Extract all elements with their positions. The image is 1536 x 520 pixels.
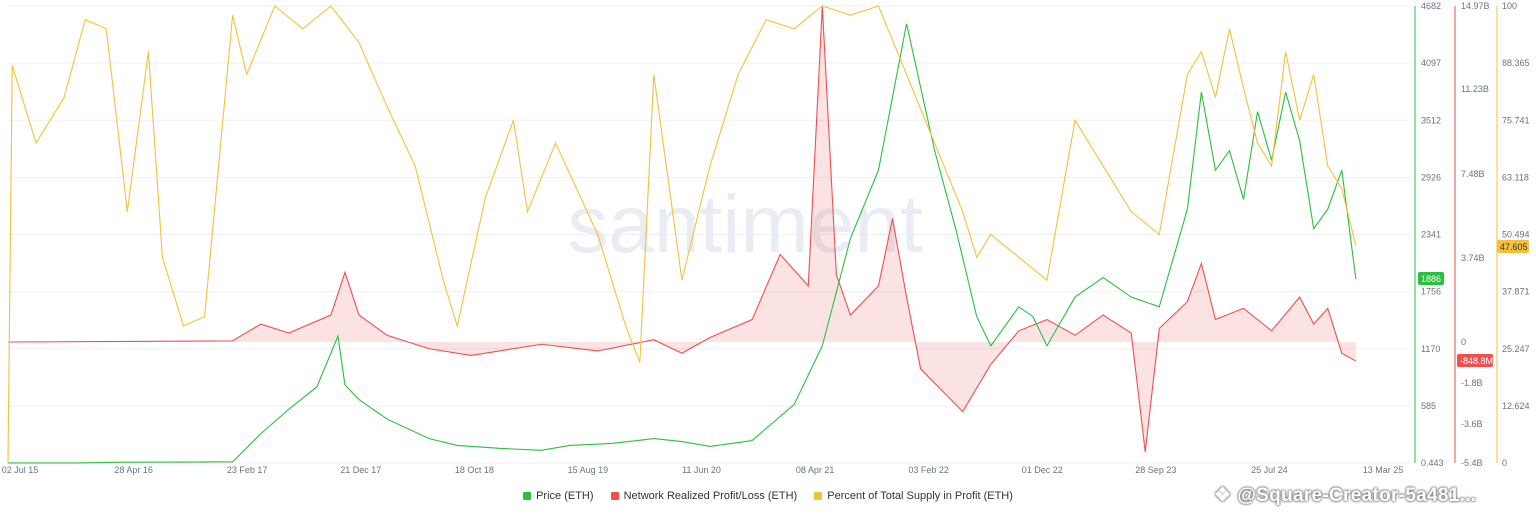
legend-swatch-pnl (610, 492, 619, 500)
profit-pct-tick-label: 75.741 (1502, 115, 1530, 125)
legend-swatch-price (523, 492, 532, 500)
x-tick-label: 03 Feb 22 (908, 465, 949, 475)
pnl-tick-label: 14.97B (1461, 1, 1490, 11)
pnl-tick-label: 0 (1461, 337, 1466, 347)
profit-pct-tick-label: 100 (1502, 1, 1517, 11)
legend-item-pnl[interactable]: Network Realized Profit/Loss (ETH) (610, 490, 798, 502)
legend-item-profit-pct[interactable]: Percent of Total Supply in Profit (ETH) (814, 490, 1013, 502)
pnl-tick-label: -3.6B (1461, 419, 1483, 429)
price-tick-label: 2926 (1421, 172, 1441, 182)
pnl-tick-label: -1.8B (1461, 378, 1483, 388)
pnl-area (8, 6, 1356, 452)
pnl-tick-label: -5.4B (1461, 458, 1483, 468)
price-tick-label: 3512 (1421, 115, 1441, 125)
x-tick-label: 21 Dec 17 (340, 465, 381, 475)
x-tick-label: 08 Apr 21 (796, 465, 835, 475)
x-tick-label: 28 Sep 23 (1135, 465, 1176, 475)
pnl-tick-label: 11.23B (1461, 84, 1489, 94)
legend-label-pnl: Network Realized Profit/Loss (ETH) (623, 490, 798, 502)
creator-watermark: ❖ @Square-Creator-5a481... (1214, 484, 1476, 507)
pnl-series-line (7, 5, 1357, 453)
price-tick-label: 1756 (1421, 287, 1441, 297)
legend-swatch-profit-pct (814, 492, 823, 500)
profit-pct-tick-label: 12.624 (1502, 401, 1530, 411)
creator-handle: @Square-Creator-5a481... (1237, 485, 1477, 506)
santiment-watermark: santiment (567, 179, 923, 270)
x-tick-label: 23 Feb 17 (227, 465, 268, 475)
price-tick-label: 0.443 (1421, 458, 1444, 468)
price-tick-label: 585 (1421, 401, 1436, 411)
profit-pct-tick-label: 0 (1502, 458, 1507, 468)
pnl-last-value-badge: -848.8M (1460, 356, 1493, 366)
x-tick-label: 28 Apr 16 (114, 465, 153, 475)
diamond-logo-icon: ❖ (1214, 485, 1232, 506)
pnl-tick-label: 3.74B (1461, 253, 1485, 263)
x-tick-label: 01 Dec 22 (1022, 465, 1063, 475)
price-tick-label: 2341 (1421, 230, 1441, 240)
price-last-value-badge-bg (1418, 272, 1444, 285)
line-chart: santiment 4682 4097 3512 2926 2341 1756 1170 585… (2, 1, 1530, 475)
price-last-value-badge: 1886 (1421, 274, 1441, 284)
x-tick-label: 02 Jul 15 (2, 465, 39, 475)
legend-label-price: Price (ETH) (536, 490, 594, 502)
profit-pct-last-value-badge: 47.605 (1500, 242, 1528, 252)
profit-pct-series-line (7, 5, 1357, 464)
x-tick-label: 13 Mar 25 (1363, 465, 1404, 475)
x-tick-label: 25 Jul 24 (1251, 465, 1288, 475)
price-tick-label: 1170 (1421, 344, 1440, 354)
chart-legend: Price (ETH) Network Realized Profit/Loss… (0, 490, 1536, 503)
x-tick-label: 15 Aug 19 (568, 465, 609, 475)
profit-pct-tick-label: 37.871 (1502, 287, 1530, 297)
legend-label-profit-pct: Percent of Total Supply in Profit (ETH) (827, 490, 1013, 502)
legend-item-price[interactable]: Price (ETH) (523, 490, 594, 502)
price-tick-label: 4682 (1421, 1, 1441, 11)
profit-pct-tick-label: 50.494 (1502, 230, 1530, 240)
pnl-tick-label: 7.48B (1461, 169, 1485, 179)
price-tick-label: 4097 (1421, 58, 1441, 68)
x-tick-label: 11 Jun 20 (682, 465, 721, 475)
profit-pct-tick-label: 88.365 (1502, 58, 1530, 68)
price-series-line (8, 23, 1357, 464)
profit-pct-last-value-badge-bg (1497, 240, 1529, 253)
pnl-last-value-badge-bg (1457, 354, 1493, 367)
x-tick-label: 18 Oct 18 (455, 465, 494, 475)
profit-pct-tick-label: 63.118 (1502, 172, 1529, 182)
profit-pct-tick-label: 25.247 (1502, 344, 1530, 354)
